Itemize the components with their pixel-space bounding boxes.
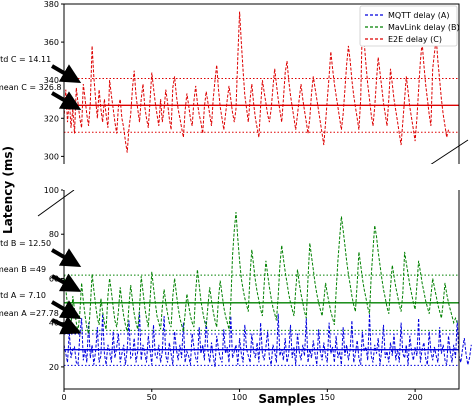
upper-y-tick-label: 320: [44, 114, 59, 123]
lower-y-tick-label: 20: [49, 363, 59, 372]
x-axis-title: Samples: [258, 392, 315, 406]
legend-label-b: MavLink delay (B): [388, 23, 460, 32]
x-tick-label: 100: [232, 393, 247, 402]
tick-labels: 05010015020030032034036038020406080100: [44, 0, 460, 402]
annotation-std-c: std C = 14.11: [0, 55, 51, 64]
axis-break-gap: [63, 164, 460, 190]
upper-y-tick-label: 340: [44, 76, 59, 85]
x-tick-label: 150: [320, 393, 335, 402]
lower-y-tick-label: 40: [49, 319, 59, 328]
lower-y-tick-label: 100: [44, 186, 59, 195]
upper-y-tick-label: 380: [44, 0, 59, 9]
y-axis-title: Latency (ms): [1, 146, 15, 234]
arrow-mean-b: [51, 273, 82, 292]
annotation-mean-b: mean B =49: [0, 265, 46, 274]
x-tick-label: 0: [61, 393, 66, 402]
arrow-mean-c: [50, 91, 82, 111]
axis-break-mark-left: [37, 189, 75, 217]
axis-break-mark-right: [429, 139, 469, 166]
arrow-std-c: [50, 64, 82, 84]
upper-y-tick-label: 300: [44, 152, 59, 161]
upper-y-tick-label: 360: [44, 38, 59, 47]
arrow-std-a: [50, 300, 82, 320]
x-tick-label: 200: [407, 393, 422, 402]
legend-label-a: MQTT delay (A): [388, 11, 450, 20]
legend: MQTT delay (A) MavLink delay (B) E2E del…: [359, 5, 460, 47]
legend-label-c: E2E delay (C): [388, 35, 442, 44]
lower-y-tick-label: 80: [49, 230, 59, 239]
annotation-std-b: std B = 12.50: [0, 239, 51, 248]
annotations: std C = 14.11 mean C = 326.8 std B = 12.…: [0, 55, 82, 335]
arrow-std-b: [50, 248, 82, 268]
arrow-mean-a: [51, 316, 82, 335]
plot-frame: [63, 3, 460, 390]
annotation-mean-a: mean A =27.78: [0, 309, 59, 318]
annotation-mean-c: mean C = 326.8: [0, 83, 62, 92]
series-line-a: [63, 311, 472, 367]
x-tick-label: 50: [147, 393, 157, 402]
series-layer: [63, 11, 472, 367]
annotation-std-a: std A = 7.10: [0, 291, 46, 300]
series-line-b: [63, 212, 458, 334]
series-line-c: [63, 11, 449, 153]
legend-box: [359, 5, 458, 47]
